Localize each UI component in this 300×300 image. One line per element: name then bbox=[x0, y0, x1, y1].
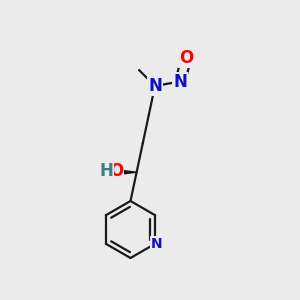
Text: N: N bbox=[148, 77, 162, 95]
Text: N: N bbox=[173, 73, 187, 91]
Polygon shape bbox=[112, 169, 136, 175]
Text: N: N bbox=[151, 237, 163, 251]
Text: H: H bbox=[99, 162, 113, 180]
Text: O: O bbox=[179, 49, 194, 67]
Text: O: O bbox=[110, 162, 124, 180]
